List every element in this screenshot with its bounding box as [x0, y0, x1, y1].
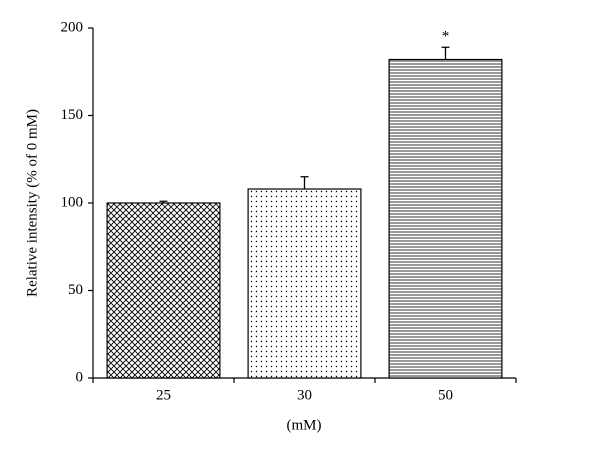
x-tick-label: 25: [156, 387, 171, 403]
bar: [388, 58, 503, 379]
y-tick-label: 0: [76, 369, 84, 385]
error-bar: [441, 46, 450, 60]
x-tick-label: 50: [438, 387, 453, 403]
y-axis-label: Relative intensity (% of 0 mM): [24, 109, 40, 297]
bar: [106, 202, 221, 379]
bar: [247, 188, 362, 379]
significance-mark: *: [442, 29, 450, 45]
y-tick-label: 150: [61, 107, 84, 123]
error-bar: [300, 176, 309, 189]
x-axis-label: (mM): [287, 417, 322, 433]
error-bar: [159, 200, 168, 203]
y-tick-label: 200: [61, 19, 84, 35]
y-tick-label: 50: [68, 282, 83, 298]
x-tick-label: 30: [297, 387, 312, 403]
y-tick-label: 100: [61, 194, 84, 210]
